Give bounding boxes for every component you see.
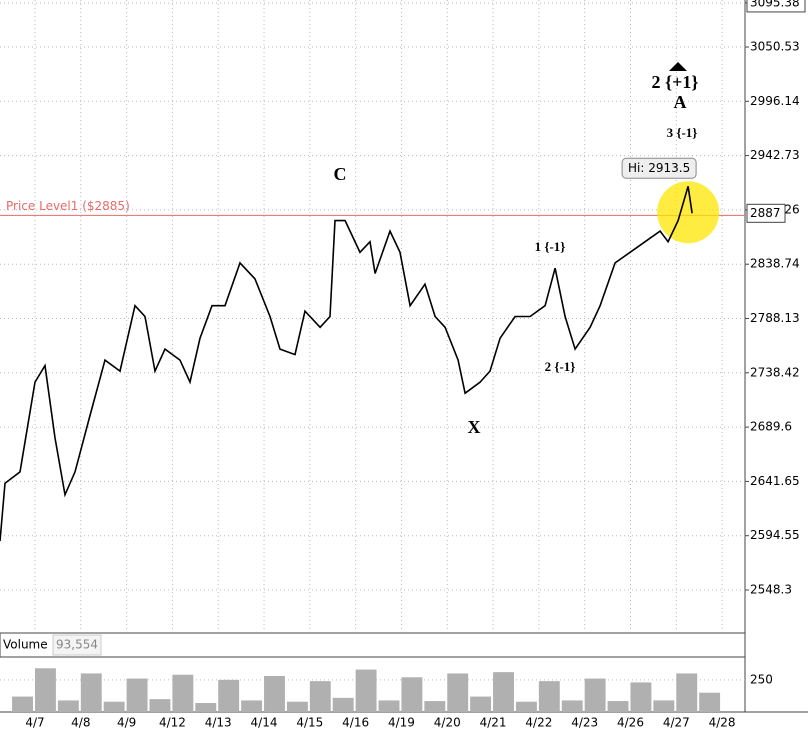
arrow-up [669, 62, 687, 71]
y-tick-label: 2788.13 [750, 311, 800, 325]
annotation: A [674, 92, 687, 112]
volume-bar [653, 700, 675, 712]
volume-bar [378, 700, 400, 712]
annotation: 1 {-1} [535, 239, 566, 254]
volume-bar [195, 703, 217, 712]
volume-bar [218, 679, 240, 712]
volume-bar [607, 701, 629, 712]
volume-bar [630, 682, 652, 712]
volume-bar [515, 701, 537, 712]
volume-bar [103, 701, 125, 712]
y-tick-label: 2548.3 [750, 583, 792, 597]
volume-bar [561, 700, 583, 712]
volume-bar [264, 676, 285, 712]
volume-bar [332, 697, 354, 712]
y-tick-label: 3095.38 [750, 0, 800, 9]
high-box [621, 157, 697, 179]
volume-last: 93,554 [56, 638, 98, 652]
highlight [657, 181, 720, 244]
x-tick-label: 4/26 [617, 716, 644, 730]
volume-bar [149, 699, 171, 712]
x-tick-label: 4/7 [25, 716, 44, 730]
high-label: Hi: 2913.5 [628, 161, 690, 175]
annotation: X [468, 417, 481, 437]
volume-label: Volume [3, 638, 48, 652]
volume-bar [241, 700, 263, 712]
volume-bar [584, 678, 606, 712]
volume-header [0, 632, 746, 658]
volume-bar [470, 696, 492, 712]
y-tick-label: 2594.55 [750, 528, 800, 542]
volume-bar [424, 701, 446, 712]
volume-bar [309, 681, 331, 712]
volume-bar [57, 700, 79, 712]
annotation: 2 {+1} [652, 72, 699, 92]
volume-bar [172, 674, 194, 712]
x-tick-label: 4/20 [434, 716, 461, 730]
volume-bar [699, 692, 721, 712]
volume-bar [80, 673, 102, 712]
x-tick-label: 4/28 [709, 716, 736, 730]
x-tick-label: 4/8 [71, 716, 90, 730]
volume-tick-label: 250 [750, 672, 773, 686]
x-tick-label: 4/21 [480, 716, 507, 730]
x-tick-label: 4/9 [117, 716, 136, 730]
last-price: 2887 [750, 206, 781, 220]
last-price-box [746, 203, 786, 223]
volume-bar [447, 673, 469, 712]
y-tick-label: 3050.53 [750, 40, 800, 54]
y-tick-label: 2942.73 [750, 148, 800, 162]
y-tick-label: 2738.42 [750, 365, 800, 379]
x-tick-label: 4/14 [251, 716, 278, 730]
y-tick-label: 2689.6 [750, 420, 792, 434]
top-label-box [746, 0, 806, 13]
volume-bar [12, 696, 33, 712]
volume-bar [676, 673, 698, 712]
price-line [0, 186, 693, 542]
x-tick-label: 4/15 [296, 716, 323, 730]
volume-bar [126, 678, 148, 712]
annotation: 3 {-1} [667, 125, 698, 140]
y-tick-label: 2838.74 [750, 257, 800, 271]
volume-bar [34, 668, 56, 712]
volume-bar [401, 677, 423, 712]
x-tick-label: 4/16 [342, 716, 369, 730]
volume-bar [355, 669, 377, 712]
x-tick-label: 4/12 [159, 716, 186, 730]
x-tick-label: 4/19 [388, 716, 415, 730]
y-tick-label: 2996.14 [750, 94, 800, 108]
x-tick-label: 4/23 [571, 716, 598, 730]
volume-bar [286, 701, 308, 712]
price-level-label: Price Level1 ($2885) [6, 199, 130, 213]
x-tick-label: 4/27 [663, 716, 690, 730]
volume-box [52, 634, 102, 656]
volume-bar [493, 672, 514, 712]
annotation: 2 {-1} [545, 359, 576, 374]
y-tick-label: 2641.65 [750, 474, 800, 488]
x-tick-label: 4/22 [525, 716, 552, 730]
x-tick-label: 4/13 [205, 716, 232, 730]
annotation: C [334, 164, 347, 184]
volume-bar [538, 681, 560, 712]
